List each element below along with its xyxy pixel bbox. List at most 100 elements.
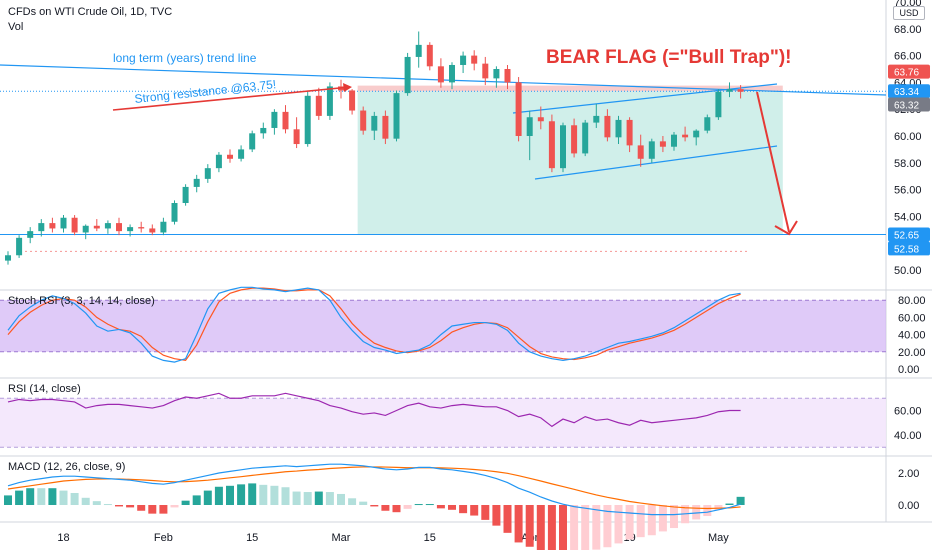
price-tick-label: 68.00 [894,24,922,36]
price-tick-label: 54.00 [894,211,922,223]
candle-body [182,186,189,203]
macd-histogram-bar [714,505,723,510]
candle-body [737,89,744,92]
candle-body [382,115,389,139]
candle-body [49,223,56,229]
candle-body [260,127,267,134]
candle-body [293,129,300,145]
target-zone-box [357,91,783,235]
macd-histogram-bar [559,505,567,555]
price-tag [888,64,930,79]
macd-histogram-bar [270,485,279,505]
price-tag [888,241,930,256]
candle-body [537,117,544,122]
x-tick-label: May [708,532,729,544]
stoch-tick-label: 40.00 [898,330,926,342]
candle-body [82,225,89,233]
macd-histogram-bar [159,505,168,514]
price-tick-label: 56.00 [894,185,922,197]
candle-body [560,125,566,169]
candle-body [460,55,467,65]
macd-histogram-bar [59,490,68,505]
candle-body [71,217,78,233]
price-tick-label: 60.00 [894,131,922,143]
macd-histogram-bar [314,491,323,505]
candle-body [127,227,134,232]
price-tag-label: 63.32 [894,101,919,112]
stoch-rsi-title: Stoch RSI (3, 3, 14, 14, close) [8,295,155,307]
macd-histogram-bar [636,505,645,538]
candle-body [526,117,533,136]
price-tick-label: 66.00 [894,51,922,63]
bear-arrow-line [756,91,790,233]
price-tick-label: 50.00 [894,265,922,277]
macd-tick-label: 0.00 [898,500,919,512]
candle-body [415,44,422,57]
candle-body [571,125,578,154]
candle-body [626,119,633,146]
macd-histogram-bar [625,505,634,540]
candle-body [704,117,711,131]
macd-histogram-bar [592,505,601,550]
candle-body [671,134,677,147]
rsi-line [7,392,741,428]
candle-body [493,69,500,79]
candle-body [138,227,145,229]
price-tag [888,97,930,112]
candle-body [482,63,489,79]
macd-histogram-bar [403,505,412,509]
price-tag-label: 63.34 [894,87,919,98]
macd-histogram-bar [547,505,556,555]
candle-body [16,237,23,256]
macd-histogram-bar [237,484,246,505]
stoch-tick-label: 20.00 [898,347,926,359]
macd-histogram-bar [570,505,579,555]
candle-body [593,115,600,123]
macd-histogram-bar [525,505,534,547]
candle-body [349,90,356,111]
candle-body [548,121,555,169]
macd-histogram-bar [425,504,434,506]
candle-body [326,86,333,116]
macd-histogram-bar [670,505,678,529]
price-tag-label: 63.76 [894,68,919,79]
flag-upper-line [512,83,778,114]
macd-histogram-bar [81,497,90,505]
candle-body [504,69,511,83]
rsi-title: RSI (14, close) [8,383,81,395]
macd-histogram-bar [303,492,312,505]
rsi-tick-label: 60.00 [894,406,922,418]
macd-histogram-bar [658,505,667,532]
price-tick-label: 70.00 [894,0,922,9]
candle-body [304,95,311,145]
macd-line [7,463,741,516]
symbol-title: CFDs on WTI Crude Oil, 1D, TVC [8,6,173,18]
candle-body [249,133,256,150]
macd-histogram-bar [192,495,201,505]
macd-histogram-bar [70,493,79,505]
bear-arrowhead [774,220,798,236]
candle-body [27,231,34,238]
macd-histogram-bar [26,488,35,505]
macd-histogram-bar [214,486,223,505]
x-tick-label: Mar [332,532,351,544]
x-tick-label: 15 [424,532,436,544]
macd-histogram-bar [725,503,734,505]
candle-body [426,44,433,67]
stoch-d-line [7,287,741,362]
volume-label: Vol [8,21,24,33]
candle-body [93,225,100,229]
candle-body [238,149,245,159]
currency-badge[interactable]: USD [893,6,925,20]
candle-body [116,223,122,232]
macd-histogram-bar [581,505,590,553]
candle-body [193,178,200,187]
stoch-tick-label: 80.00 [898,295,926,307]
macd-histogram-bar [359,501,368,505]
macd-histogram-bar [692,505,701,520]
macd-histogram-bar [126,505,135,508]
macd-histogram-bar [15,490,24,505]
candle-body [160,221,167,233]
